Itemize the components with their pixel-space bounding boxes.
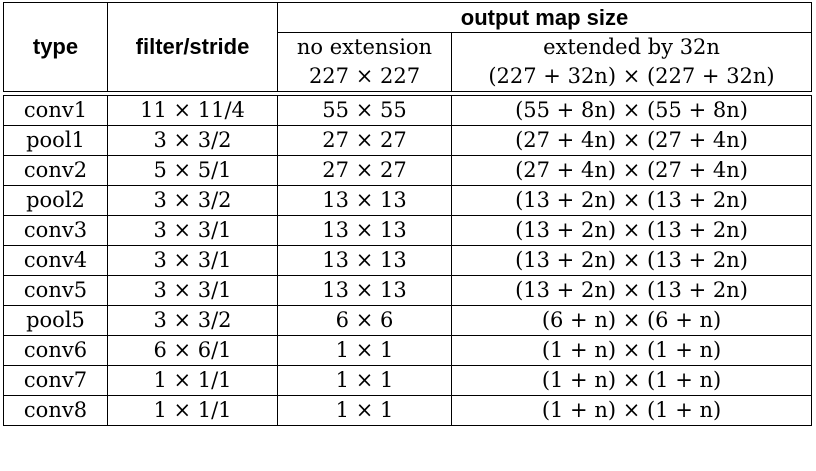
cell-type: conv8: [3, 395, 108, 426]
cell-type: conv3: [3, 215, 108, 246]
cell-filter-stride: 6 × 6/1: [107, 335, 278, 366]
cell-filter-stride: 1 × 1/1: [107, 365, 278, 396]
cell-no-extension: 13 × 13: [277, 245, 452, 276]
cell-no-extension: 13 × 13: [277, 185, 452, 216]
cell-no-extension: 1 × 1: [277, 395, 452, 426]
header-type: type: [3, 2, 108, 92]
header-extended-size: (227 + 32n) × (227 + 32n): [450, 61, 813, 92]
header-output-map-size: output map size: [276, 2, 813, 33]
cell-no-extension: 1 × 1: [277, 335, 452, 366]
table-row: conv6 6 × 6/1 1 × 1 (1 + n) × (1 + n): [3, 335, 813, 366]
cell-type: conv5: [3, 275, 108, 306]
cell-type: conv6: [3, 335, 108, 366]
table-row: pool5 3 × 3/2 6 × 6 (6 + n) × (6 + n): [3, 305, 813, 336]
table-row: conv5 3 × 3/1 13 × 13 (13 + 2n) × (13 + 2n): [3, 275, 813, 306]
cell-extended: (13 + 2n) × (13 + 2n): [450, 275, 813, 306]
cell-filter-stride: 3 × 3/1: [107, 245, 278, 276]
cell-filter-stride: 1 × 1/1: [107, 395, 278, 426]
cell-no-extension: 27 × 27: [277, 155, 452, 186]
cell-extended: (13 + 2n) × (13 + 2n): [450, 215, 813, 246]
table-row: conv4 3 × 3/1 13 × 13 (13 + 2n) × (13 + 2n): [3, 245, 813, 276]
cell-extended: (1 + n) × (1 + n): [450, 335, 813, 366]
cell-extended: (6 + n) × (6 + n): [450, 305, 813, 336]
header-no-extension-size: 227 × 227: [277, 61, 452, 92]
cell-filter-stride: 5 × 5/1: [107, 155, 278, 186]
table-container: type filter/stride output map size no ex…: [3, 2, 813, 426]
cell-extended: (1 + n) × (1 + n): [450, 395, 813, 426]
cell-type: conv7: [3, 365, 108, 396]
cell-no-extension: 13 × 13: [277, 215, 452, 246]
cell-filter-stride: 11 × 11/4: [107, 95, 278, 126]
cell-no-extension: 55 × 55: [277, 95, 452, 126]
cell-no-extension: 27 × 27: [277, 125, 452, 156]
cell-no-extension: 1 × 1: [277, 365, 452, 396]
cell-extended: (13 + 2n) × (13 + 2n): [450, 245, 813, 276]
cell-no-extension: 13 × 13: [277, 275, 452, 306]
cell-filter-stride: 3 × 3/2: [107, 305, 278, 336]
cell-extended: (27 + 4n) × (27 + 4n): [450, 125, 813, 156]
table-row: conv8 1 × 1/1 1 × 1 (1 + n) × (1 + n): [3, 395, 813, 426]
cell-type: conv1: [3, 95, 108, 126]
table-body: conv1 11 × 11/4 55 × 55 (55 + 8n) × (55 + 8…: [3, 91, 813, 426]
cell-type: conv4: [3, 245, 108, 276]
header-no-extension: no extension: [277, 32, 452, 61]
cell-type: pool5: [3, 305, 108, 336]
header-filter-stride: filter/stride: [107, 2, 278, 92]
cell-filter-stride: 3 × 3/1: [107, 275, 278, 306]
cell-filter-stride: 3 × 3/2: [107, 125, 278, 156]
cell-extended: (27 + 4n) × (27 + 4n): [450, 155, 813, 186]
cell-filter-stride: 3 × 3/2: [107, 185, 278, 216]
table-row: conv3 3 × 3/1 13 × 13 (13 + 2n) × (13 + 2n): [3, 215, 813, 246]
cell-filter-stride: 3 × 3/1: [107, 215, 278, 246]
cell-extended: (13 + 2n) × (13 + 2n): [450, 185, 813, 216]
header-extended: extended by 32n: [450, 32, 813, 61]
table-row: conv7 1 × 1/1 1 × 1 (1 + n) × (1 + n): [3, 365, 813, 396]
table-row: pool1 3 × 3/2 27 × 27 (27 + 4n) × (27 + 4n): [3, 125, 813, 156]
cell-type: conv2: [3, 155, 108, 186]
cell-type: pool2: [3, 185, 108, 216]
cell-extended: (1 + n) × (1 + n): [450, 365, 813, 396]
cell-type: pool1: [3, 125, 108, 156]
cell-extended: (55 + 8n) × (55 + 8n): [450, 95, 813, 126]
table-row: conv2 5 × 5/1 27 × 27 (27 + 4n) × (27 + 4n): [3, 155, 813, 186]
table-row: conv1 11 × 11/4 55 × 55 (55 + 8n) × (55 + 8…: [3, 95, 813, 126]
output-map-size-table: type filter/stride output map size no ex…: [3, 2, 813, 426]
table-row: pool2 3 × 3/2 13 × 13 (13 + 2n) × (13 + 2n): [3, 185, 813, 216]
cell-no-extension: 6 × 6: [277, 305, 452, 336]
